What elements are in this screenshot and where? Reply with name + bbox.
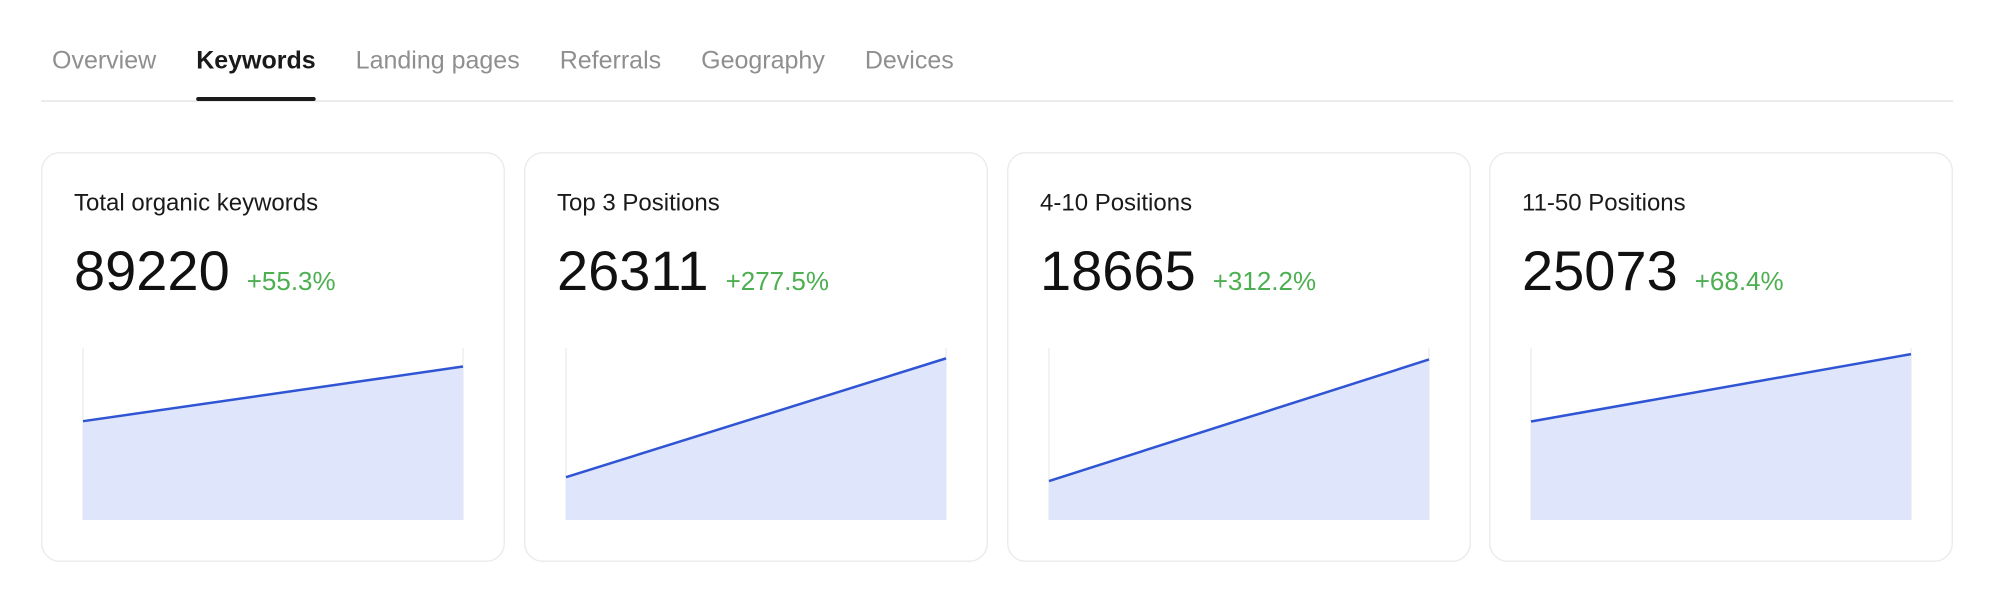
tab[interactable]: Overview bbox=[52, 47, 157, 75]
sparkline-line bbox=[1048, 358, 1430, 483]
sparkline-area bbox=[566, 358, 946, 520]
card-title: Top 3 Positions bbox=[557, 189, 720, 216]
card-value: 18665 bbox=[1040, 239, 1196, 302]
card-title: 4-10 Positions bbox=[1040, 189, 1192, 216]
card-value: 89220 bbox=[74, 239, 230, 302]
sparkline-line bbox=[565, 357, 947, 479]
tab[interactable]: Keywords bbox=[196, 47, 315, 75]
tab[interactable]: Referrals bbox=[560, 47, 661, 75]
metric-card: 4-10 Positions 18665 +312.2% bbox=[1007, 152, 1471, 562]
active-tab-underline bbox=[196, 97, 316, 101]
metric-card: 11-50 Positions 25073 +68.4% bbox=[1489, 152, 1953, 562]
card-value: 25073 bbox=[1522, 239, 1678, 302]
card-change: +68.4% bbox=[1695, 266, 1784, 296]
sparkline-line bbox=[1530, 352, 1912, 423]
metric-card: Top 3 Positions 26311 +277.5% bbox=[524, 152, 988, 562]
card-change: +312.2% bbox=[1213, 266, 1316, 296]
tab[interactable]: Devices bbox=[865, 47, 954, 75]
card-title: Total organic keywords bbox=[74, 189, 318, 216]
sparkline-area bbox=[1049, 359, 1429, 520]
sparkline-area bbox=[83, 366, 463, 520]
sparkline-area bbox=[1531, 354, 1911, 520]
tab[interactable]: Geography bbox=[701, 47, 825, 75]
metric-card: Total organic keywords 89220 +55.3% bbox=[41, 152, 505, 562]
card-change: +277.5% bbox=[726, 266, 829, 296]
sparkline-line bbox=[82, 365, 464, 423]
card-value: 26311 bbox=[557, 239, 709, 302]
card-title: 11-50 Positions bbox=[1522, 189, 1686, 216]
card-change: +55.3% bbox=[247, 266, 336, 296]
tab[interactable]: Landing pages bbox=[356, 47, 520, 75]
